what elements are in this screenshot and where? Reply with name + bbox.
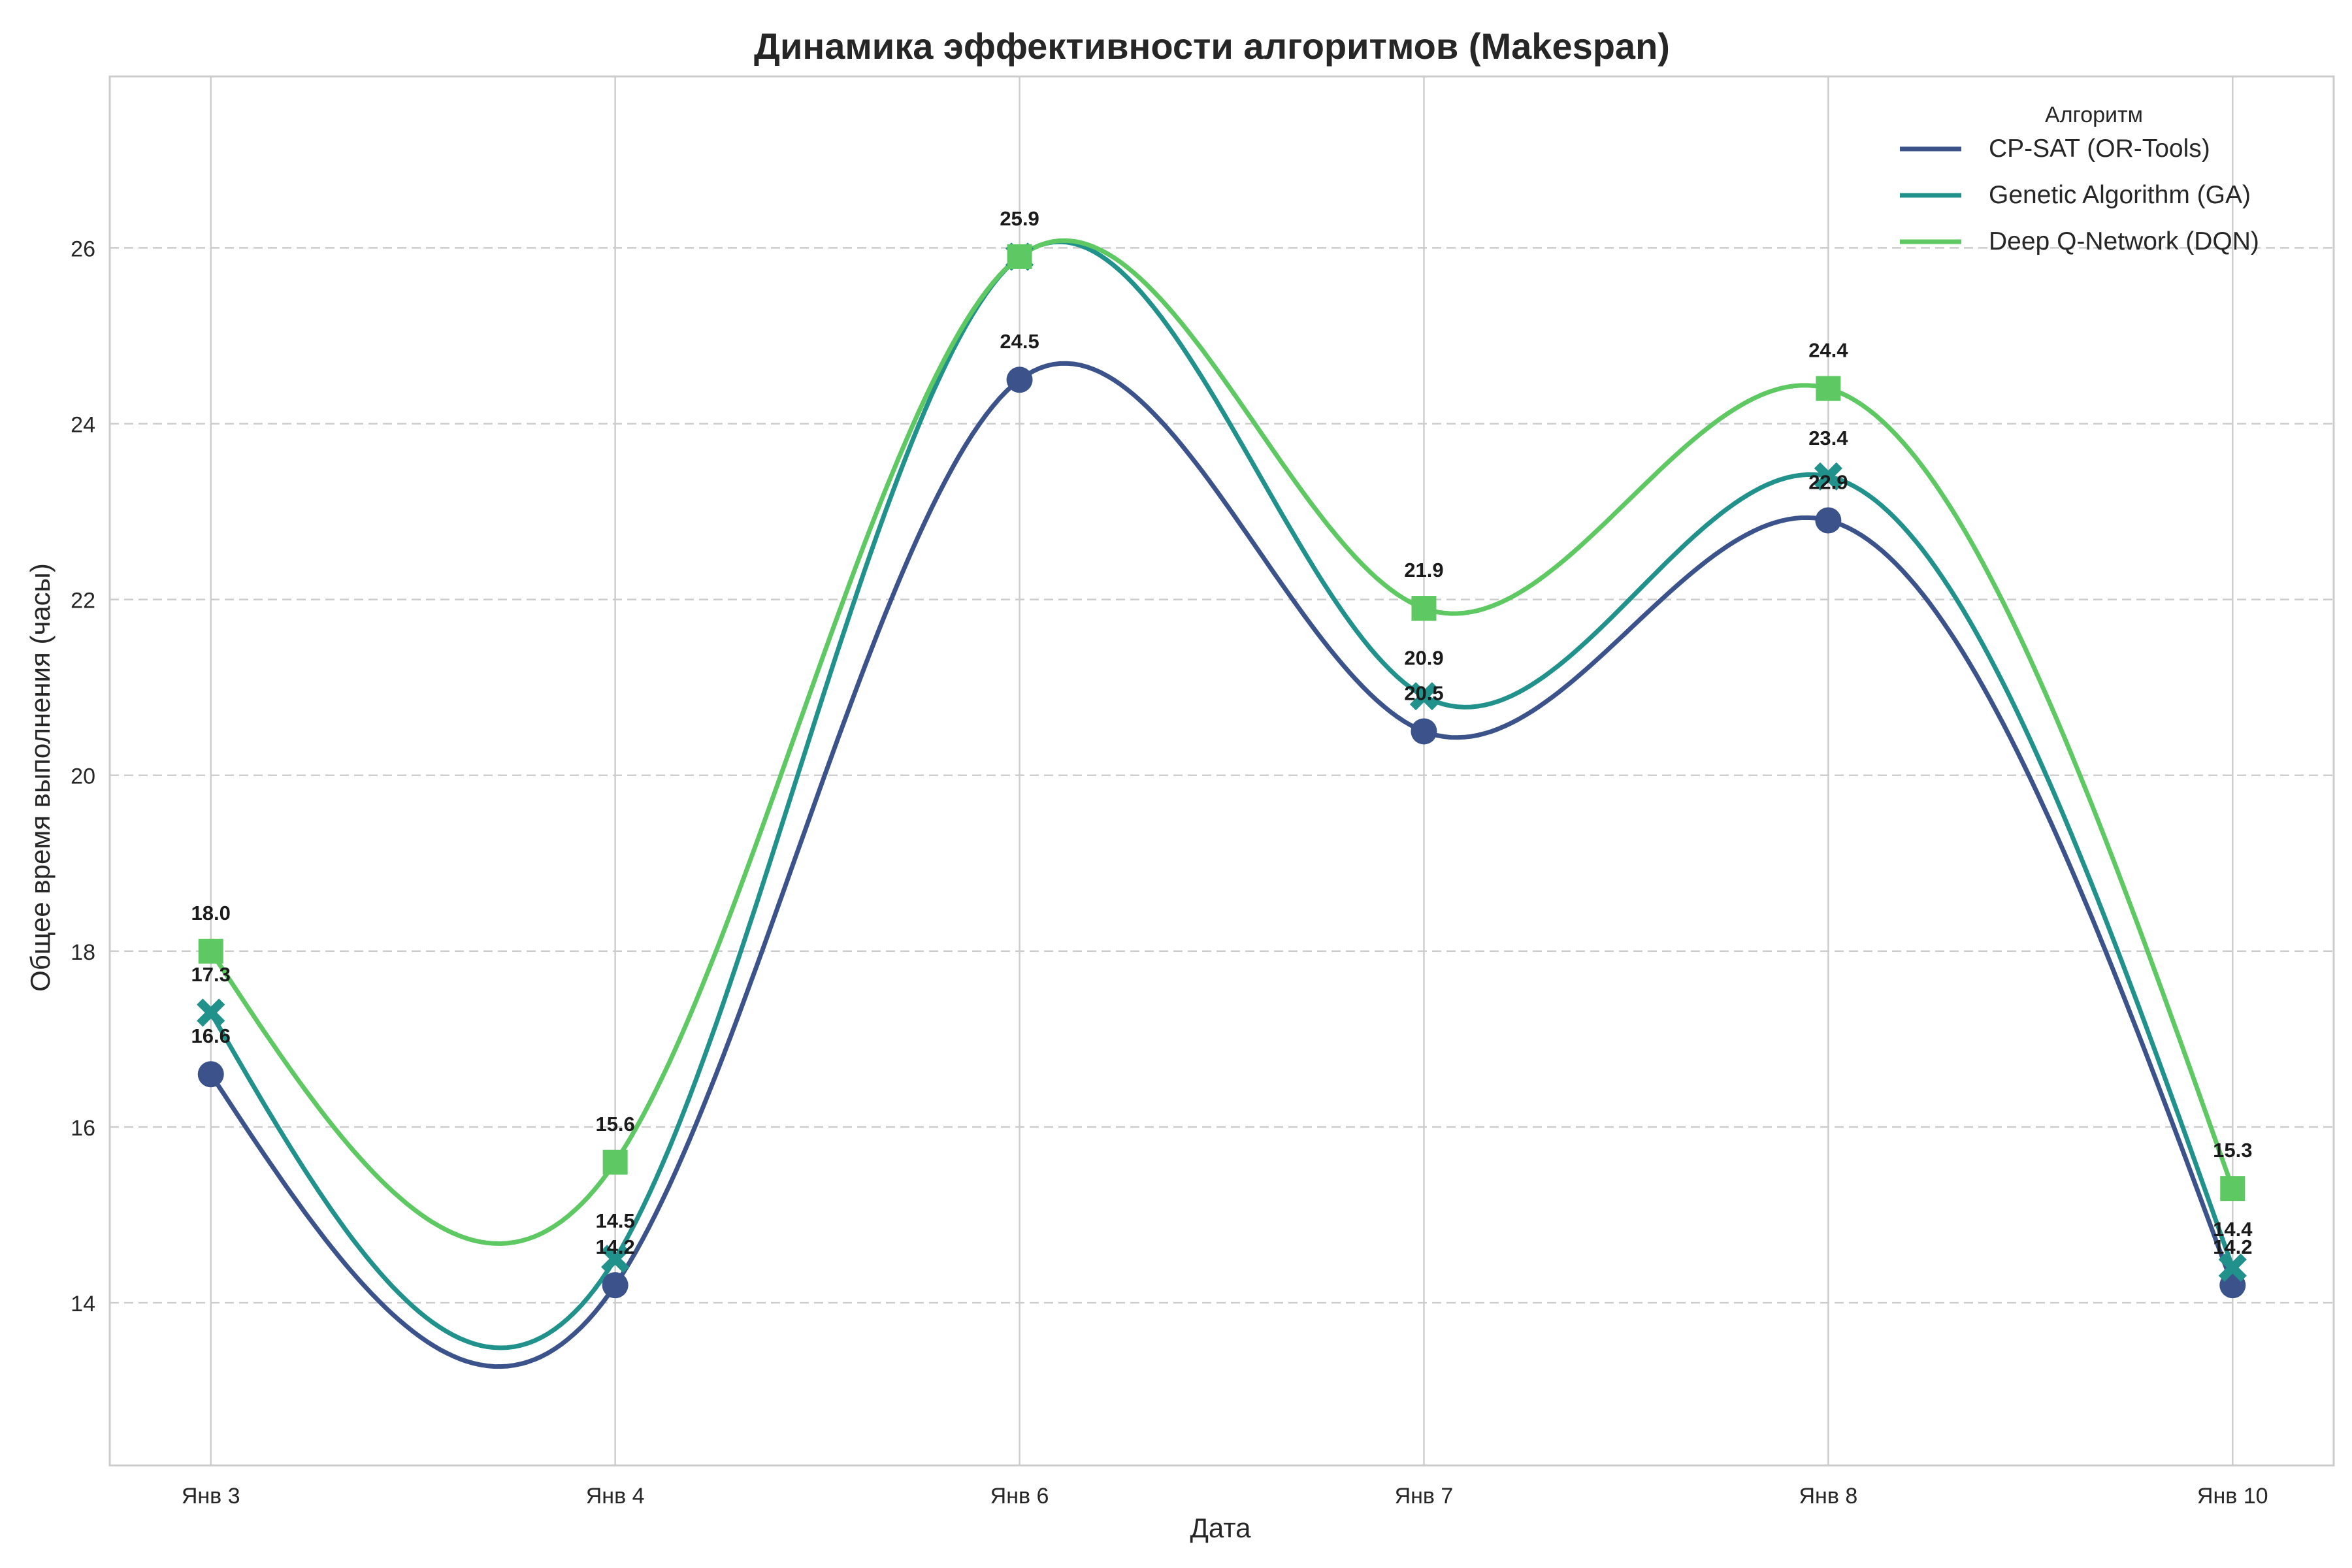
x-tick-label: Янв 10: [2197, 1484, 2268, 1509]
data-label: 22.9: [1808, 471, 1848, 494]
data-label: 23.4: [1808, 427, 1848, 449]
data-label: 14.5: [595, 1209, 634, 1232]
x-tick-label: Янв 6: [990, 1484, 1049, 1509]
legend-entry: Genetic Algorithm (GA): [1989, 181, 2251, 209]
data-point: [602, 1149, 628, 1175]
data-label: 20.5: [1404, 681, 1443, 704]
data-point: [1411, 596, 1437, 621]
legend: Алгоритм CP-SAT (OR-Tools) Genetic Algorit…: [1900, 103, 2259, 255]
data-point: [197, 998, 225, 1027]
series-lines: [208, 238, 2235, 1369]
data-point: [198, 938, 223, 964]
data-label: 25.9: [1000, 207, 1039, 230]
data-label: 18.0: [191, 902, 231, 924]
legend-entry: CP-SAT (OR-Tools): [1989, 135, 2210, 163]
data-labels: 16.6 14.2 24.5 20.5 22.9 14.2 17.3 14.5 25.9 20.9…: [191, 207, 2253, 1258]
x-tick-label: Янв 4: [586, 1484, 645, 1509]
chart-title: Динамика эффективности алгоритмов (Makes…: [754, 25, 1670, 67]
data-point: [1409, 682, 1439, 711]
data-point: [1814, 462, 1842, 491]
data-point: [2218, 1253, 2247, 1282]
data-label: 20.9: [1404, 647, 1443, 670]
data-label: 14.4: [2213, 1218, 2253, 1241]
axes: 14 16 18 20 22 24 26 Янв 3 Янв 4 Янв 6 Янв 7 Янв 8 Я…: [71, 237, 2268, 1509]
data-label: 25.9: [1000, 207, 1039, 230]
data-point: [2220, 1176, 2246, 1201]
data-label: 24.5: [1000, 330, 1039, 353]
data-label: 15.3: [2213, 1139, 2252, 1162]
data-label: 24.4: [1808, 339, 1848, 362]
data-point: [1411, 718, 1437, 745]
y-tick-label: 16: [71, 1116, 95, 1141]
data-label: 14.2: [2213, 1235, 2252, 1258]
data-label: 14.2: [595, 1235, 634, 1258]
legend-title: Алгоритм: [2045, 103, 2143, 127]
series-markers: [197, 242, 2247, 1299]
y-tick-label: 18: [71, 940, 95, 965]
data-point: [197, 1061, 224, 1088]
series-line-2: [208, 239, 2235, 1350]
y-tick-label: 22: [71, 589, 95, 613]
data-label: 16.6: [191, 1024, 231, 1047]
y-tick-label: 26: [71, 237, 95, 261]
legend-entry: Deep Q-Network (DQN): [1989, 227, 2259, 255]
grid: [110, 76, 2334, 1465]
series-line-3: [208, 238, 2235, 1246]
x-tick-label: Янв 3: [182, 1484, 240, 1509]
data-point: [601, 1245, 630, 1273]
plot-frame: [108, 75, 2335, 1467]
x-tick-label: Янв 8: [1799, 1484, 1857, 1509]
x-tick-label: Янв 7: [1395, 1484, 1454, 1509]
data-label: 15.6: [595, 1113, 634, 1135]
data-point: [1007, 244, 1032, 269]
data-label: 21.9: [1404, 559, 1443, 581]
series-line-1: [208, 361, 2235, 1369]
data-point: [1006, 367, 1033, 393]
y-tick-label: 20: [71, 764, 95, 789]
data-point: [1816, 376, 1841, 401]
x-axis-label: Дата: [1190, 1512, 1251, 1543]
y-tick-label: 14: [71, 1292, 95, 1316]
y-axis-label: Общее время выполнения (часы): [25, 563, 56, 992]
data-label: 17.3: [191, 963, 231, 986]
data-point: [602, 1272, 629, 1299]
y-tick-label: 24: [71, 413, 95, 438]
data-point: [1815, 507, 1842, 534]
